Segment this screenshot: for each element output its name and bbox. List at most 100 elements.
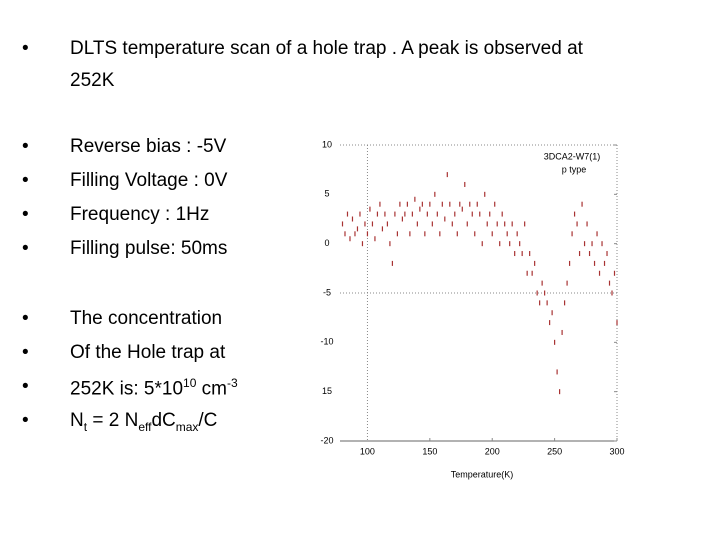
data-point [596, 231, 598, 237]
superscript: -3 [227, 376, 238, 390]
y-tick-label: 15 [322, 386, 332, 396]
data-point [499, 241, 501, 247]
data-point [559, 389, 561, 395]
data-point [576, 221, 578, 227]
data-point [359, 211, 361, 217]
x-tick-label: 300 [609, 446, 624, 456]
subscript: max [175, 419, 199, 434]
data-point [451, 221, 453, 227]
data-point [394, 211, 396, 217]
data-point [374, 236, 376, 242]
data-point [471, 211, 473, 217]
data-point [571, 231, 573, 237]
data-point [496, 221, 498, 227]
data-point [474, 231, 476, 237]
y-tick-label: -10 [320, 337, 333, 347]
data-point [563, 300, 566, 306]
data-point [421, 201, 423, 207]
data-point [459, 201, 461, 207]
data-point [494, 201, 496, 207]
bullet: • [22, 170, 29, 191]
data-point [416, 221, 418, 227]
y-tick-label: -20 [320, 435, 333, 445]
data-point [391, 260, 394, 266]
data-point [591, 241, 593, 247]
data-point [541, 280, 543, 286]
data-point [441, 201, 443, 207]
data-point [486, 221, 488, 227]
data-point [491, 231, 493, 237]
data-point [598, 270, 601, 276]
bullet-text: Nt = 2 NeffdCmax/C [70, 410, 217, 434]
data-point [461, 206, 463, 212]
data-point [484, 191, 486, 197]
data-point [606, 251, 608, 257]
bullet-text: The concentration [70, 308, 222, 330]
data-point [439, 231, 441, 237]
data-point [568, 260, 571, 266]
data-point [608, 280, 611, 286]
x-tick-label: 100 [360, 446, 375, 456]
data-point [509, 241, 511, 247]
data-point [414, 196, 416, 202]
bullet: • [22, 342, 29, 363]
superscript: 10 [183, 376, 197, 390]
data-point [583, 241, 586, 247]
data-point [406, 201, 408, 207]
text: 252K is: 5*10 [70, 378, 184, 400]
data-point [364, 221, 366, 227]
bullet: • [22, 38, 29, 59]
data-point [526, 270, 528, 276]
text: The concentration [70, 308, 223, 329]
x-tick-label: 200 [485, 446, 500, 456]
data-point [466, 221, 468, 227]
bullet-text: 252K is: 5*1010 cm-3 [70, 376, 238, 400]
data-point [519, 241, 521, 247]
y-tick-label: 0 [324, 238, 329, 248]
data-point [611, 290, 613, 296]
data-point [456, 231, 458, 237]
data-point [349, 236, 351, 242]
data-point [554, 339, 556, 345]
bullet: • [22, 238, 29, 259]
data-point [506, 231, 508, 237]
data-point [366, 231, 369, 237]
data-point [544, 290, 546, 296]
x-tick-label: 150 [422, 446, 437, 456]
data-point [419, 206, 421, 212]
data-point [479, 211, 481, 217]
x-axis-label: Temperature(K) [451, 469, 514, 479]
data-point [401, 216, 403, 222]
data-point [429, 201, 431, 207]
data-point [431, 221, 433, 227]
data-point [361, 241, 364, 247]
data-point [534, 260, 536, 266]
data-point [476, 201, 478, 207]
data-point [588, 251, 591, 257]
bullet: • [22, 410, 29, 431]
data-point [504, 221, 506, 227]
text: Of the Hole trap at [70, 342, 226, 363]
data-point [434, 191, 436, 197]
data-point [581, 201, 583, 207]
annotation: 3DCA2-W7(1) [544, 151, 601, 161]
data-point [529, 251, 531, 257]
data-point [603, 260, 606, 266]
data-point [404, 211, 406, 217]
y-tick-label: -5 [323, 287, 331, 297]
data-point [501, 211, 503, 217]
bullet-text: Frequency : 1Hz [70, 204, 210, 225]
data-point [556, 369, 558, 375]
data-point [586, 221, 588, 227]
bullet: • [22, 376, 29, 397]
data-point [371, 221, 374, 227]
data-point [436, 211, 438, 217]
data-point [396, 231, 398, 237]
text: = 2 N [87, 410, 139, 431]
data-point [511, 221, 513, 227]
data-point [536, 290, 538, 296]
x-tick-label: 250 [547, 446, 562, 456]
data-point [516, 231, 518, 237]
data-point [454, 211, 456, 217]
